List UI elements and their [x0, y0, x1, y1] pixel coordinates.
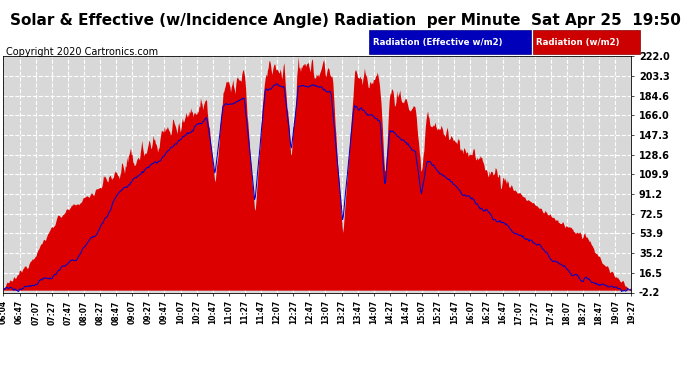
Text: Copyright 2020 Cartronics.com: Copyright 2020 Cartronics.com: [6, 47, 157, 57]
Text: Radiation (w/m2): Radiation (w/m2): [536, 38, 620, 47]
Text: Solar & Effective (w/Incidence Angle) Radiation  per Minute  Sat Apr 25  19:50: Solar & Effective (w/Incidence Angle) Ra…: [10, 13, 680, 28]
Text: Radiation (Effective w/m2): Radiation (Effective w/m2): [373, 38, 502, 47]
